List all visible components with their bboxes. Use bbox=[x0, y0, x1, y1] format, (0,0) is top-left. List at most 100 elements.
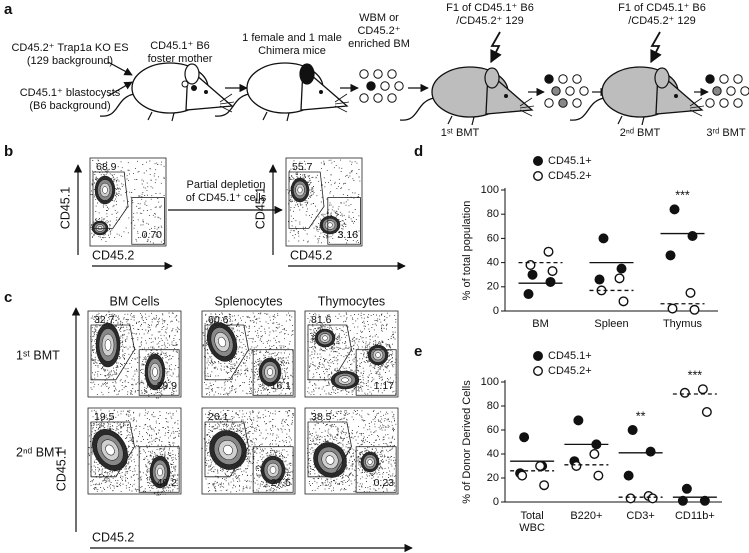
irradiation-bolt bbox=[650, 31, 662, 64]
gate-percent: 38.5 bbox=[311, 411, 332, 423]
density-contour bbox=[375, 352, 381, 358]
data-point bbox=[614, 273, 625, 284]
label: /CD45.2⁺ 129 bbox=[456, 15, 524, 27]
density-contour bbox=[102, 186, 108, 194]
y-tick-label: 100 bbox=[481, 184, 499, 196]
data-point bbox=[535, 461, 546, 472]
label: /CD45.2⁺ 129 bbox=[628, 15, 696, 27]
gate-lower bbox=[355, 349, 397, 396]
gate-percent: 0.23 bbox=[374, 477, 395, 489]
gate-lower bbox=[138, 446, 180, 493]
label: foster mother bbox=[148, 53, 213, 65]
mouse-icon bbox=[569, 66, 705, 126]
data-point bbox=[523, 289, 534, 300]
data-point bbox=[517, 470, 528, 481]
density-contour bbox=[325, 455, 335, 465]
cell bbox=[719, 98, 729, 108]
cell bbox=[705, 74, 715, 84]
data-point bbox=[589, 449, 600, 460]
data-point bbox=[545, 276, 556, 287]
mouse-tail bbox=[214, 93, 250, 117]
cell bbox=[558, 74, 568, 84]
irradiation-bolt bbox=[490, 31, 502, 64]
gate-percent: 19.5 bbox=[94, 411, 115, 423]
label: F1 of CD45.1⁺ B6 bbox=[446, 2, 534, 14]
data-point bbox=[689, 304, 700, 315]
cell bbox=[394, 81, 404, 91]
flow-plot bbox=[304, 310, 399, 398]
axis-label: CD45.1 bbox=[58, 187, 72, 229]
x-tick-label-box: Thymus bbox=[662, 318, 703, 330]
x-tick-label: BM bbox=[532, 318, 549, 330]
cell bbox=[733, 98, 743, 108]
data-point bbox=[623, 470, 634, 481]
density-contour bbox=[297, 186, 303, 194]
cell bbox=[740, 86, 749, 96]
significance-label: ** bbox=[636, 409, 646, 423]
data-point bbox=[697, 384, 708, 395]
gate-percent: 0.70 bbox=[142, 229, 163, 241]
mouse-tail bbox=[399, 97, 435, 121]
step-label: 2ⁿᵈ BMT bbox=[620, 127, 661, 139]
density-contour bbox=[367, 459, 373, 465]
x-tick-label: Total WBC bbox=[519, 510, 545, 534]
step-label: 3ʳᵈ BMT bbox=[706, 127, 745, 139]
y-tick-label: 60 bbox=[487, 424, 499, 436]
cell bbox=[719, 74, 729, 84]
cell bbox=[191, 85, 197, 91]
gate-percent: 27.5 bbox=[271, 477, 292, 489]
mouse-icon bbox=[399, 66, 535, 126]
arrow bbox=[107, 61, 133, 76]
data-point bbox=[669, 204, 680, 215]
gate-upper bbox=[288, 171, 325, 229]
data-point bbox=[679, 387, 690, 398]
panel-label: c bbox=[4, 289, 12, 306]
data-point bbox=[701, 407, 712, 418]
data-point bbox=[543, 246, 554, 257]
mouse-eye bbox=[504, 94, 508, 98]
data-point bbox=[699, 495, 710, 506]
mouse-icon bbox=[214, 62, 350, 122]
label: enriched BM bbox=[348, 38, 410, 50]
mouse-ear bbox=[484, 67, 500, 89]
panel-label: b bbox=[4, 143, 13, 160]
data-point bbox=[519, 432, 530, 443]
data-point bbox=[547, 266, 558, 277]
density-contour bbox=[223, 444, 233, 456]
gate-lower bbox=[138, 349, 180, 396]
annotation: of CD45.1⁺ cells bbox=[186, 192, 267, 204]
mouse-eye bbox=[319, 90, 323, 94]
gate-upper bbox=[90, 421, 135, 478]
mouse-feet bbox=[147, 111, 175, 122]
gate-lower bbox=[327, 197, 361, 245]
data-point bbox=[667, 303, 678, 314]
legend-label: CD45.1+ bbox=[548, 155, 592, 167]
y-tick-label: 20 bbox=[487, 472, 499, 484]
row-label: 1ˢᵗ BMT bbox=[16, 348, 60, 362]
x-tick-label: Thymus bbox=[662, 318, 703, 330]
mouse-feet bbox=[262, 111, 290, 122]
cell bbox=[733, 74, 743, 84]
gate-upper bbox=[307, 421, 352, 478]
legend-marker bbox=[533, 351, 544, 362]
gate-percent: 16.1 bbox=[271, 380, 292, 392]
label: CD45.1⁺ B6 bbox=[150, 40, 210, 52]
legend-marker bbox=[533, 366, 544, 377]
cell bbox=[572, 74, 582, 84]
x-tick-label: CD11b+ bbox=[674, 510, 715, 522]
gate-upper bbox=[204, 421, 249, 478]
cell bbox=[572, 98, 582, 108]
significance-label: *** bbox=[688, 368, 703, 382]
y-tick-label: 40 bbox=[487, 257, 499, 269]
flow-plot bbox=[87, 310, 182, 399]
cell bbox=[359, 69, 369, 79]
label: (B6 background) bbox=[29, 100, 110, 112]
y-tick-label: 40 bbox=[487, 448, 499, 460]
gate-percent: 3.16 bbox=[338, 229, 359, 241]
axis-label: CD45.2 bbox=[92, 530, 134, 544]
gate-percent: 32.7 bbox=[94, 314, 115, 326]
label: 1 female and 1 male bbox=[242, 32, 342, 44]
cell bbox=[387, 93, 397, 103]
panel-label: d bbox=[414, 143, 423, 160]
legend-marker bbox=[533, 155, 544, 166]
